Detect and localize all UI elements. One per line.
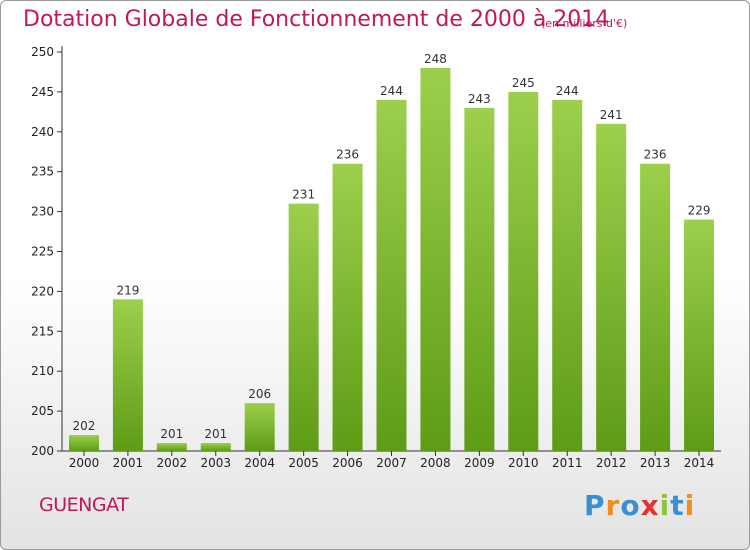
data-label: 231 (292, 188, 315, 202)
y-tick-label: 235 (31, 165, 54, 179)
chart-unit-label: (en milliers d'€) (541, 17, 628, 30)
x-tick-label: 2002 (157, 456, 188, 470)
x-tick-label: 2013 (640, 456, 671, 470)
logo-letter: i (659, 489, 671, 522)
data-label: 236 (336, 148, 359, 162)
x-tick-label: 2012 (596, 456, 627, 470)
bar (288, 203, 319, 451)
bar (420, 67, 451, 452)
bar (156, 443, 187, 451)
logo-letter: o (620, 489, 641, 522)
data-label: 201 (204, 427, 227, 441)
logo-letter: r (605, 489, 621, 522)
x-tick-label: 2004 (244, 456, 275, 470)
bar (68, 435, 99, 451)
commune-name: GUENGAT (39, 494, 129, 516)
bar (200, 443, 231, 451)
x-tick-label: 2006 (332, 456, 363, 470)
logo-letter: t (670, 489, 685, 522)
x-tick-label: 2014 (684, 456, 715, 470)
y-tick-label: 210 (31, 364, 54, 378)
x-tick-label: 2010 (508, 456, 539, 470)
x-tick-label: 2008 (420, 456, 451, 470)
chart-labels: 202 219 201 201 206 231 236 244 248 243 245 244 241 2… (73, 52, 711, 441)
y-tick-label: 250 (31, 45, 54, 59)
x-tick-label: 2001 (113, 456, 144, 470)
bar (684, 219, 715, 451)
bar (552, 99, 583, 451)
bar (596, 123, 627, 451)
y-tick-label: 215 (31, 324, 54, 338)
data-label: 236 (644, 148, 667, 162)
chart-bars (68, 67, 715, 452)
data-label: 206 (248, 387, 271, 401)
chart-title: Dotation Globale de Fonctionnement de 20… (23, 7, 610, 32)
y-tick-label: 225 (31, 245, 54, 259)
chart-axes: 200 205 210 215 220 225 230 235 240 245 250 2000 200… (31, 45, 721, 470)
data-label: 219 (116, 283, 139, 297)
data-label: 241 (600, 108, 623, 122)
data-label: 201 (160, 427, 183, 441)
bar (640, 163, 671, 451)
y-tick-label: 230 (31, 205, 54, 219)
data-label: 202 (73, 419, 96, 433)
logo-letter: i (684, 489, 696, 522)
x-tick-label: 2009 (464, 456, 495, 470)
bar (376, 99, 407, 451)
bar (332, 163, 363, 451)
data-label: 244 (380, 84, 403, 98)
bar (244, 403, 275, 451)
proxiti-logo[interactable]: Proxiti (584, 489, 695, 522)
bar (464, 107, 495, 452)
data-label: 248 (424, 52, 447, 66)
y-tick-label: 200 (31, 444, 54, 458)
y-tick-label: 240 (31, 125, 54, 139)
x-tick-label: 2000 (69, 456, 100, 470)
data-label: 229 (688, 204, 711, 218)
data-label: 244 (556, 84, 579, 98)
y-tick-label: 205 (31, 404, 54, 418)
x-tick-label: 2005 (288, 456, 319, 470)
logo-letter: P (584, 489, 606, 522)
bar (112, 299, 143, 451)
logo-letter: x (640, 489, 660, 522)
x-tick-label: 2003 (200, 456, 231, 470)
y-tick-label: 245 (31, 85, 54, 99)
x-tick-label: 2007 (376, 456, 407, 470)
x-tick-label: 2011 (552, 456, 583, 470)
y-tick-label: 220 (31, 284, 54, 298)
data-label: 243 (468, 92, 491, 106)
data-label: 245 (512, 76, 535, 90)
bar (508, 91, 539, 452)
